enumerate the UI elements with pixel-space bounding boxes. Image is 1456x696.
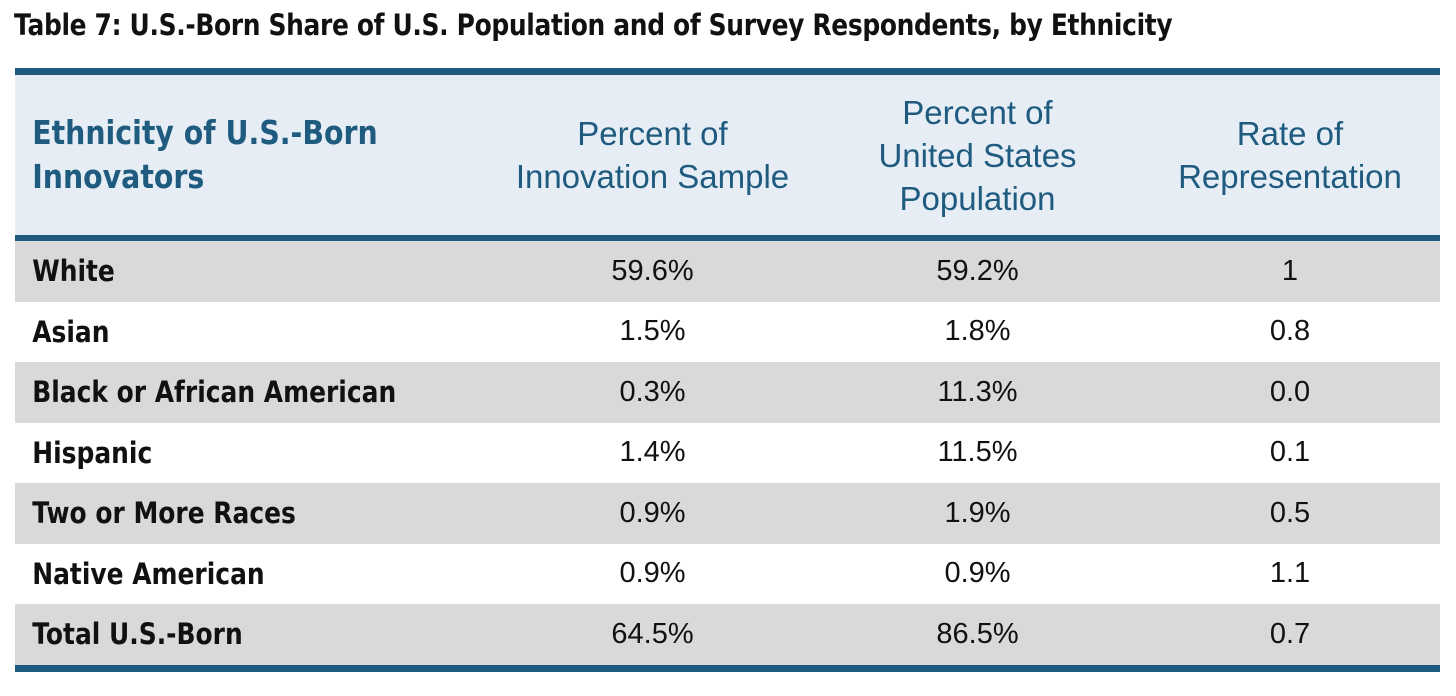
data-table: Ethnicity of U.S.-Born Innovators Percen… [15,68,1440,672]
table-header-row: Ethnicity of U.S.-Born Innovators Percen… [15,75,1440,235]
bottom-rule [15,664,1440,672]
row-population-percent: 1.8% [944,315,1011,348]
table-caption: Table 7: U.S.-Born Share of U.S. Populat… [14,8,1173,42]
table-row: Two or More Races 0.9% 1.9% 0.5 [15,483,1440,544]
row-sample-percent: 0.9% [619,557,686,590]
table-row: Black or African American 0.3% 11.3% 0.0 [15,362,1440,423]
row-population-percent: 11.5% [937,436,1018,469]
table-row: Native American 0.9% 0.9% 1.1 [15,544,1440,605]
row-population-percent: 86.5% [936,617,1019,650]
row-rate: 0.7 [1269,617,1311,650]
header-rate-line-2: Representation [1178,158,1402,195]
row-ethnicity: Asian [32,314,110,349]
row-population-percent: 11.3% [937,375,1018,408]
header-percent-innovation-sample: Percent of Innovation Sample [490,112,815,198]
header-population-line-2: United States [878,136,1077,174]
header-sample-line-1: Percent of [577,115,728,152]
row-ethnicity: Total U.S.-Born [32,617,243,652]
header-rate-of-representation: Rate of Representation [1140,112,1440,198]
table-row: Hispanic 1.4% 11.5% 0.1 [15,423,1440,484]
header-rule [15,235,1440,241]
top-rule [15,68,1440,75]
row-rate: 1.1 [1269,557,1311,590]
row-population-percent: 59.2% [936,254,1019,287]
row-rate: 1 [1281,254,1299,287]
table-row: White 59.6% 59.2% 1 [15,241,1440,302]
row-rate: 0.8 [1269,315,1311,348]
row-sample-percent: 59.6% [611,254,694,287]
header-rate-line-1: Rate of [1236,115,1344,152]
row-rate: 0.1 [1269,436,1311,469]
header-ethnicity-line-1: Ethnicity of U.S.-Born [32,113,378,152]
row-sample-percent: 0.3% [619,375,686,408]
row-population-percent: 0.9% [944,557,1011,590]
row-rate: 0.0 [1269,375,1311,408]
row-ethnicity: White [32,254,115,289]
row-sample-percent: 1.5% [619,315,686,348]
header-sample-line-2: Innovation Sample [515,158,790,195]
row-population-percent: 1.9% [944,496,1011,529]
table-row: Asian 1.5% 1.8% 0.8 [15,302,1440,363]
header-percent-us-population: Percent of United States Population [815,91,1140,220]
header-ethnicity-line-2: Innovators [32,157,205,196]
row-sample-percent: 0.9% [619,496,686,529]
row-ethnicity: Two or More Races [32,496,296,531]
row-ethnicity: Native American [32,556,265,591]
row-sample-percent: 64.5% [611,617,694,650]
header-ethnicity: Ethnicity of U.S.-Born Innovators [15,111,424,199]
row-ethnicity: Hispanic [32,435,153,470]
header-population-line-3: Population [899,179,1056,217]
row-rate: 0.5 [1269,496,1311,529]
row-ethnicity: Black or African American [32,375,397,410]
table-row-total: Total U.S.-Born 64.5% 86.5% 0.7 [15,604,1440,665]
header-population-line-1: Percent of [902,93,1053,131]
row-sample-percent: 1.4% [619,436,686,469]
